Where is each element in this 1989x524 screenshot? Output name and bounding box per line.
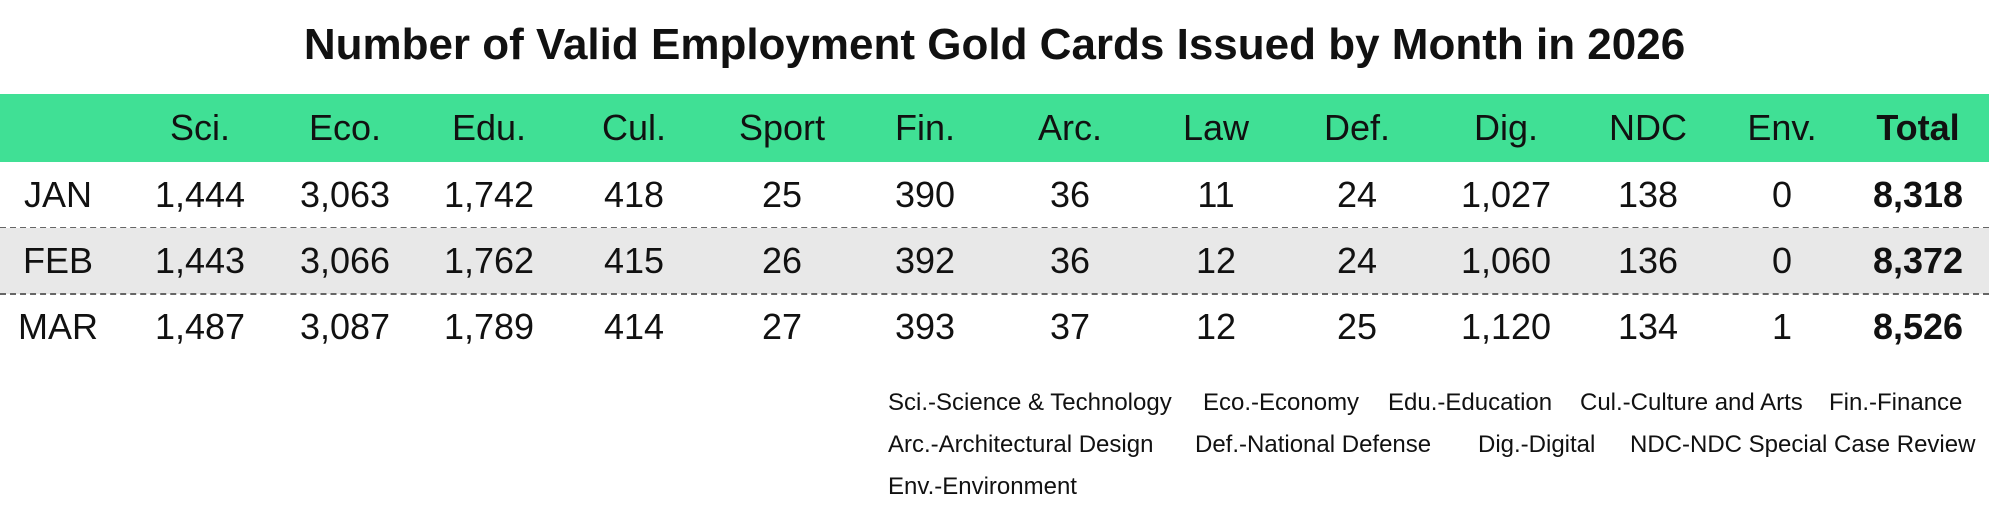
table-cell: 12 (1195, 306, 1237, 347)
column-header-ndc: NDC (1609, 107, 1687, 148)
row-divider (0, 293, 1989, 295)
legend-line-2: Arc.-Architectural Design Def.-National D… (888, 424, 1975, 466)
column-header-eco: Eco. (308, 107, 382, 148)
legend-item: Edu.-Education (1388, 389, 1553, 416)
table-cell: 24 (1336, 240, 1378, 281)
table-cell: 1,742 (443, 174, 535, 215)
column-header-cul: Cul. (601, 107, 667, 148)
table-cell: 1,443 (154, 240, 246, 281)
table-cell: 134 (1617, 306, 1679, 347)
table-cell: 0 (1771, 174, 1793, 215)
legend-item: Eco.-Economy (1203, 389, 1360, 416)
legend-item: NDC-NDC Special Case Review (1630, 431, 1976, 458)
legend-item: Sci.-Science & Technology (888, 389, 1172, 416)
gold-cards-table: Sci. Eco. Edu. Cul. Sport Fin. Arc. Law Def. Dig.… (0, 94, 1989, 364)
table-cell: 414 (603, 306, 665, 347)
table-cell: 1,789 (443, 306, 535, 347)
table-header-row: Sci. Eco. Edu. Cul. Sport Fin. Arc. Law Def. Dig.… (0, 94, 1989, 162)
table-cell: 1,027 (1460, 174, 1552, 215)
legend-item: Env.-Environment (888, 473, 1077, 500)
table-row-jan: JAN 1,444 3,063 1,742 418 25 390 36 11 24 1,027 138… (0, 162, 1989, 228)
table-cell: 27 (761, 306, 803, 347)
column-header-env: Env. (1747, 107, 1817, 148)
table-cell: 390 (894, 174, 956, 215)
table-row-feb: FEB 1,443 3,066 1,762 415 26 392 36 12 24 1,060 136… (0, 228, 1989, 294)
column-header-sci: Sci. (169, 107, 230, 148)
column-header-total: Total (1876, 107, 1960, 148)
column-header-dig: Dig. (1473, 107, 1539, 148)
legend-item: Fin.-Finance (1829, 389, 1963, 416)
table-cell: 1,762 (443, 240, 535, 281)
column-header-edu: Edu. (451, 107, 527, 148)
table-cell: 138 (1617, 174, 1679, 215)
table-cell: 26 (761, 240, 803, 281)
table-cell: 1,487 (154, 306, 246, 347)
row-label-mar: MAR (18, 306, 98, 347)
table-cell: 1,444 (154, 174, 246, 215)
column-header-law: Law (1182, 107, 1250, 148)
table-cell: 36 (1049, 174, 1091, 215)
table-cell: 3,063 (299, 174, 391, 215)
total-cell: 8,318 (1872, 174, 1964, 215)
row-label-feb: FEB (22, 240, 93, 281)
legend-item: Arc.-Architectural Design (888, 431, 1154, 458)
legend-line-3: Env.-Environment (888, 466, 1968, 508)
table-cell: 415 (603, 240, 665, 281)
column-header-fin: Fin. (894, 107, 955, 148)
table-cell: 25 (761, 174, 803, 215)
abbreviation-legend: Sci.-Science & Technology Eco.-Economy Edu… (888, 382, 1975, 512)
table-cell: 0 (1771, 240, 1793, 281)
table-cell: 418 (603, 174, 665, 215)
legend-item: Dig.-Digital (1478, 431, 1596, 458)
table-cell: 3,087 (299, 306, 391, 347)
table-cell: 136 (1617, 240, 1679, 281)
table-cell: 1,060 (1460, 240, 1552, 281)
legend-line-1: Sci.-Science & Technology Eco.-Economy Edu… (888, 382, 1968, 424)
table-cell: 37 (1049, 306, 1091, 347)
table-cell: 393 (894, 306, 956, 347)
legend-item: Def.-National Defense (1195, 431, 1432, 458)
table-cell: 3,066 (299, 240, 391, 281)
table-cell: 1 (1771, 306, 1793, 347)
column-header-arc: Arc. (1037, 107, 1102, 148)
column-header-sport: Sport (738, 107, 826, 148)
row-label-jan: JAN (23, 174, 92, 215)
table-cell: 1,120 (1460, 306, 1552, 347)
table-cell: 11 (1197, 174, 1235, 215)
table-cell: 36 (1049, 240, 1091, 281)
table-cell: 25 (1336, 306, 1378, 347)
table-cell: 392 (894, 240, 956, 281)
chart-title: Number of Valid Employment Gold Cards Is… (303, 20, 1686, 69)
column-header-def: Def. (1323, 107, 1391, 148)
total-cell: 8,526 (1872, 306, 1964, 347)
table-row-mar: MAR 1,487 3,087 1,789 414 27 393 37 12 25 1,120 134… (0, 294, 1989, 360)
total-cell: 8,372 (1872, 240, 1964, 281)
table-cell: 24 (1336, 174, 1378, 215)
table-cell: 12 (1195, 240, 1237, 281)
legend-item: Cul.-Culture and Arts (1580, 389, 1803, 416)
